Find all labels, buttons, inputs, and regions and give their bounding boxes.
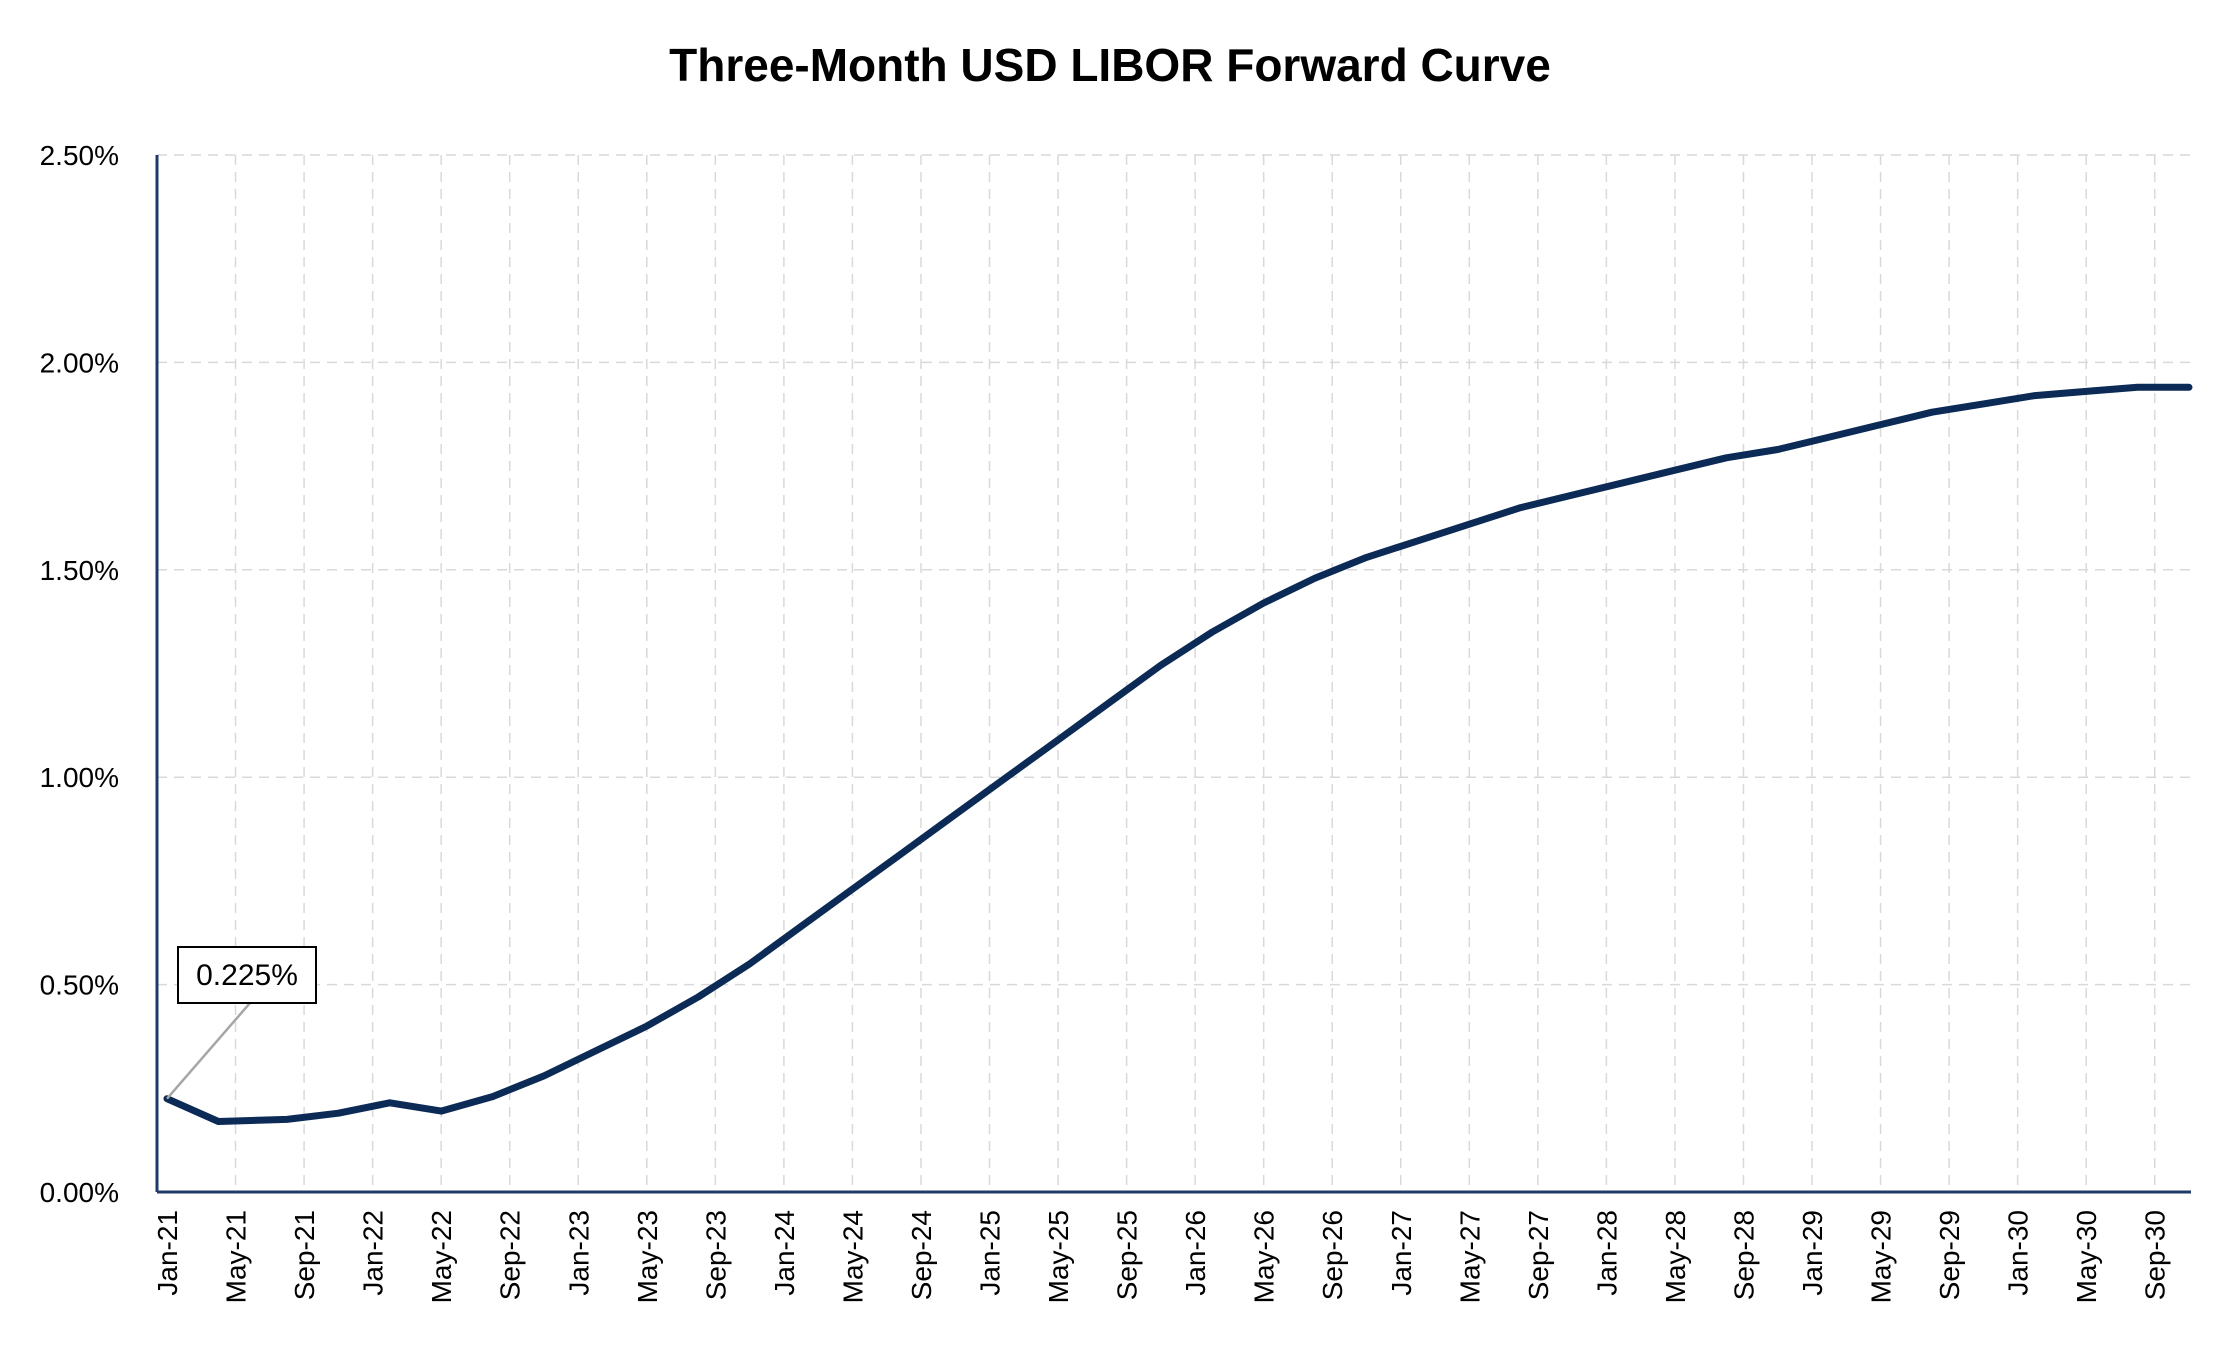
y-tick-label: 1.00% [40,762,119,793]
x-tick-label: Jan-27 [1386,1210,1417,1296]
y-tick-label: 0.50% [40,970,119,1001]
x-tick-label: Jan-29 [1797,1210,1828,1296]
gridlines [157,154,2191,1192]
callout-box [177,946,317,1004]
y-tick-label: 2.50% [40,140,119,171]
x-tick-label: Sep-30 [2140,1210,2171,1300]
axes [155,155,2191,1194]
x-tick-label: May-21 [221,1210,252,1303]
x-tick-label: Sep-27 [1523,1210,1554,1300]
x-tick-label: May-29 [1866,1210,1897,1303]
x-tick-label: May-28 [1660,1210,1691,1303]
x-tick-label: Jan-24 [769,1210,800,1296]
x-tick-label: Jan-30 [2003,1210,2034,1296]
y-tick-label: 1.50% [40,555,119,586]
x-tick-label: Jan-21 [152,1210,183,1296]
series-line [163,383,2193,1125]
x-tick-label: May-27 [1454,1210,1485,1303]
x-tick-label: Sep-25 [1112,1210,1143,1300]
x-tick-label: May-23 [632,1210,663,1303]
callout-leader-line [166,1002,251,1100]
y-tick-label: 2.00% [40,347,119,378]
x-tick-label: Jan-23 [563,1210,594,1296]
callout-label: 0.225% [196,959,298,992]
chart-title: Three-Month USD LIBOR Forward Curve [669,39,1551,91]
annotations: 0.225% [166,946,317,1100]
x-tick-label: Jan-22 [358,1210,389,1296]
x-tick-label: Jan-28 [1591,1210,1622,1296]
x-tick-label: Sep-22 [495,1210,526,1300]
x-tick-label: May-22 [426,1210,457,1303]
x-tick-label: Jan-25 [975,1210,1006,1296]
x-axis-tick-labels: Jan-21 May-21 Sep-21 Jan-22 May-22 Sep-22 Jan-… [152,1210,2171,1303]
x-tick-label: May-24 [837,1210,868,1303]
x-tick-label: Sep-26 [1317,1210,1348,1300]
x-tick-label: Jan-26 [1180,1210,1211,1296]
y-axis-tick-labels: 0.00% 0.50% 1.00% 1.50% 2.00% 2.50% [40,140,119,1208]
x-tick-label: May-25 [1043,1210,1074,1303]
x-tick-label: Sep-23 [700,1210,731,1300]
x-tick-label: Sep-29 [1934,1210,1965,1300]
y-tick-label: 0.00% [40,1177,119,1208]
x-tick-label: Sep-24 [906,1210,937,1300]
x-tick-label: May-30 [2071,1210,2102,1303]
x-tick-label: Sep-21 [289,1210,320,1300]
series-layer [163,383,2193,1125]
x-tick-label: Sep-28 [1728,1210,1759,1300]
x-tick-label: May-26 [1249,1210,1280,1303]
